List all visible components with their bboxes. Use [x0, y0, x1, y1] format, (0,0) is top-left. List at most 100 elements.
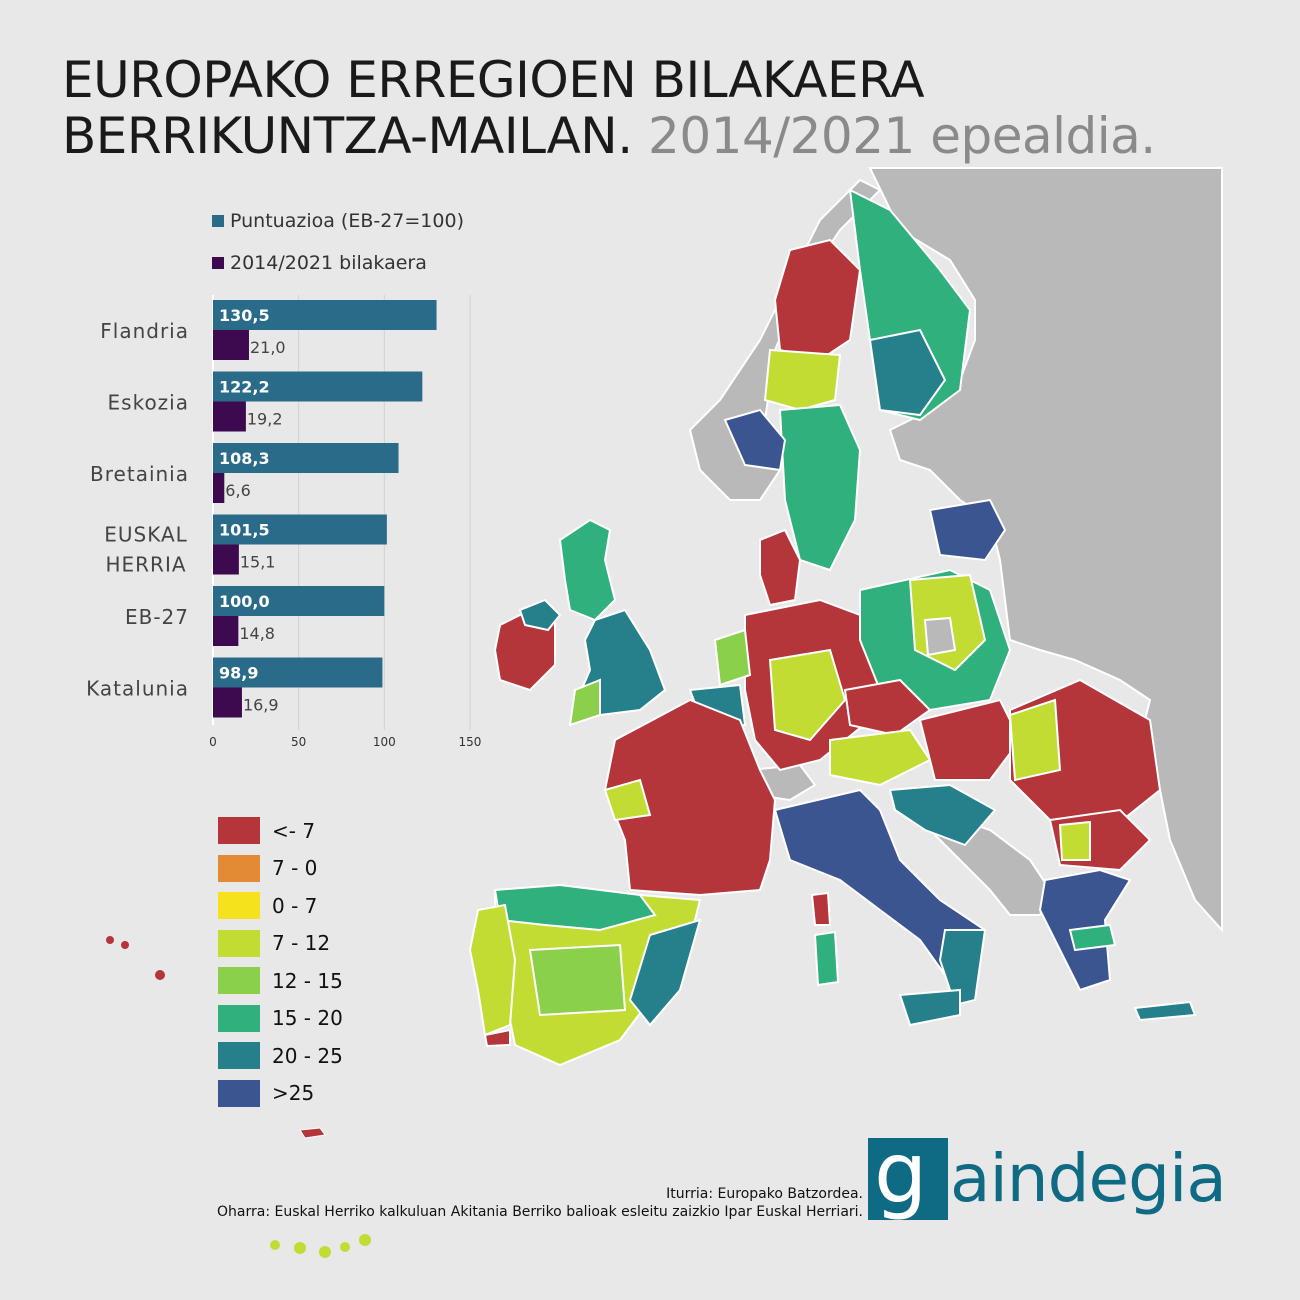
- legend-item: <- 7: [218, 812, 343, 850]
- map-canary-2: [294, 1242, 306, 1254]
- legend-swatch: [218, 929, 260, 957]
- map-croatia: [888, 783, 997, 847]
- x-tick-label: 150: [458, 735, 481, 749]
- legend-swatch: [218, 892, 260, 920]
- legend-item: 12 - 15: [218, 962, 343, 1000]
- bar-score: [213, 586, 385, 616]
- map-spain-east: [628, 918, 702, 1027]
- legend-item: 7 - 0: [218, 850, 343, 888]
- map-norway-region: [723, 408, 787, 472]
- legend-swatch: [218, 817, 260, 845]
- title-line2-light: 2014/2021 epealdia.: [648, 107, 1156, 165]
- title-line2: BERRIKUNTZA-MAILAN.: [62, 107, 633, 165]
- logo-mark: g: [868, 1124, 948, 1222]
- legend-item: 20 - 25: [218, 1037, 343, 1075]
- legend-swatch: [218, 1079, 260, 1107]
- legend-label: <- 7: [272, 818, 316, 843]
- legend-label: 7 - 0: [272, 856, 318, 881]
- map-crete: [1133, 1000, 1197, 1022]
- map-sweden-south: [778, 403, 862, 572]
- map-sweden-north: [773, 238, 862, 362]
- bar-change-label: 19,2: [247, 410, 283, 429]
- bar-score: [213, 371, 423, 402]
- title-line1: EUROPAKO ERREGIOEN BILAKAERA: [62, 51, 925, 109]
- map-portugal: [468, 903, 517, 1037]
- map-wales: [568, 678, 601, 727]
- bar-score: [213, 300, 437, 330]
- map-france: [603, 698, 777, 897]
- map-madeira: [155, 970, 165, 980]
- bar-change-label: 16,9: [243, 696, 279, 715]
- map-non-eu-east: [868, 167, 1223, 933]
- bar-score-label: 100,0: [219, 592, 270, 611]
- logo-text: aindegia: [950, 1140, 1227, 1217]
- page-title: EUROPAKO ERREGIOEN BILAKAERA BERRIKUNTZA…: [62, 52, 1156, 164]
- x-tick-label: 50: [291, 735, 306, 749]
- logo-g: g: [874, 1124, 928, 1222]
- map-azores-2: [121, 941, 129, 949]
- category-label: Flandria: [100, 319, 189, 343]
- map-canary-5: [359, 1234, 371, 1246]
- map-sicily: [898, 988, 961, 1027]
- bar-change: [213, 687, 242, 718]
- legend-swatch: [218, 967, 260, 995]
- category-label: Eskozia: [108, 391, 189, 415]
- bar-score-label: 108,3: [219, 449, 270, 468]
- source-note: Iturria: Europako Batzordea. Oharra: Eus…: [217, 1185, 863, 1221]
- legend-item: >25: [218, 1075, 343, 1113]
- map-azores-1: [106, 936, 114, 944]
- bar-score-label: 130,5: [219, 306, 270, 325]
- map-greece-c: [1068, 923, 1117, 952]
- source-line: Iturria: Europako Batzordea.: [666, 1186, 863, 1202]
- map-romania-west: [1008, 698, 1062, 782]
- map-canary-4: [340, 1242, 350, 1252]
- bar-score: [213, 657, 383, 688]
- map-brittany: [603, 778, 652, 822]
- legend-label: 7 - 12: [272, 931, 331, 956]
- map-legend: <- 7 7 - 0 0 - 7 7 - 12 12 - 15 15 - 20 20 - 2…: [218, 812, 343, 1112]
- legend-swatch-2: [212, 257, 224, 269]
- map-spain-center: [528, 943, 627, 1017]
- bar-change: [213, 616, 239, 646]
- map-poland-grey: [923, 616, 957, 657]
- map-canary-1: [270, 1240, 280, 1250]
- legend-item: 15 - 20: [218, 1000, 343, 1038]
- bar-change: [213, 544, 239, 575]
- bar-score-label: 98,9: [219, 664, 258, 683]
- bar-change-label: 21,0: [250, 338, 286, 357]
- legend-label: 15 - 20: [272, 1006, 343, 1031]
- legend-label: 12 - 15: [272, 968, 343, 993]
- legend-label-1: Puntuazioa (EB-27=100): [230, 210, 464, 232]
- map-canary-3: [319, 1246, 331, 1258]
- map-sardinia: [813, 930, 840, 987]
- bar-score-label: 122,2: [219, 378, 270, 397]
- legend-label: 0 - 7: [272, 893, 318, 918]
- bar-score: [213, 443, 399, 473]
- legend-label: 20 - 25: [272, 1043, 343, 1068]
- bar-change-label: 14,8: [239, 624, 275, 643]
- gaindegia-logo: g aindegia: [868, 1124, 1240, 1224]
- map-italy-south: [938, 929, 987, 1007]
- legend-swatch: [218, 854, 260, 882]
- legend-item: 7 - 12: [218, 925, 343, 963]
- legend-swatch: [218, 1004, 260, 1032]
- x-tick-label: 100: [373, 735, 396, 749]
- map-bulgaria-c: [1058, 820, 1091, 861]
- map-ireland-north: [518, 598, 562, 632]
- bar-score-label: 101,5: [219, 521, 270, 540]
- bar-change: [213, 330, 249, 360]
- map-denmark: [759, 528, 802, 607]
- legend-item: 0 - 7: [218, 887, 343, 925]
- category-label: EB-27: [125, 605, 189, 629]
- legend-swatch-1: [212, 215, 224, 227]
- category-label: Katalunia: [86, 677, 189, 701]
- map-hungary: [918, 698, 1022, 781]
- note-line: Oharra: Euskal Herriko kalkuluan Akitani…: [217, 1204, 863, 1220]
- map-sweden-mid: [763, 348, 842, 412]
- x-tick-label: 0: [209, 735, 217, 749]
- map-finland-south: [868, 328, 947, 417]
- map-scotland: [558, 518, 617, 622]
- map-corsica: [810, 891, 832, 926]
